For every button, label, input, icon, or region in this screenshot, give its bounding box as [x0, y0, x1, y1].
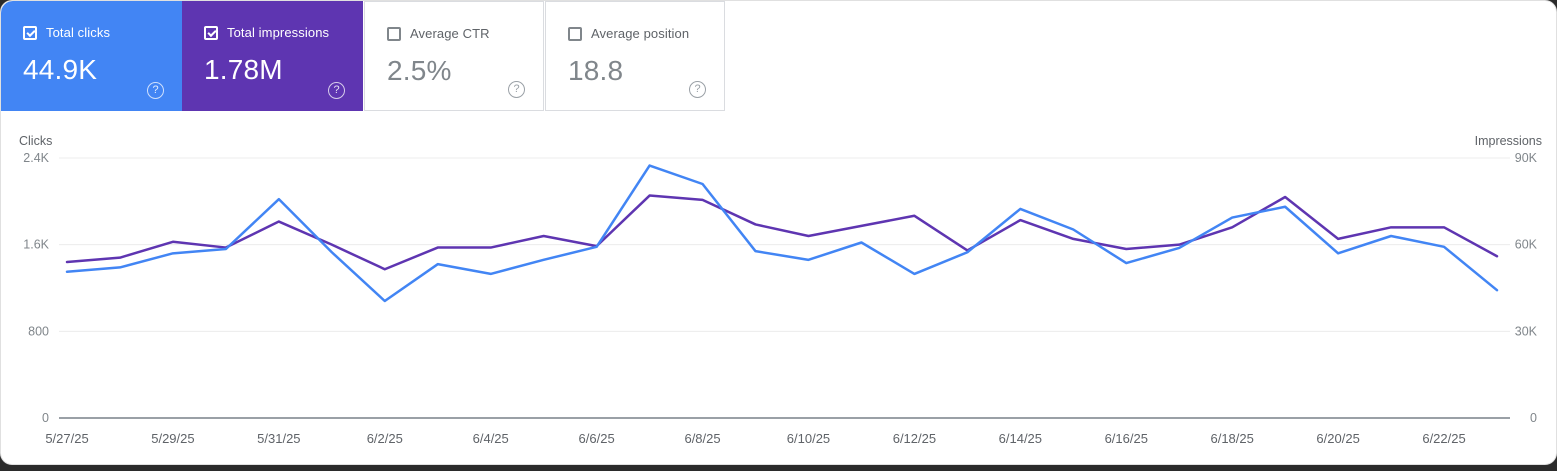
metric-value: 18.8: [568, 55, 624, 86]
x-axis-label: 5/27/25: [45, 431, 88, 446]
y-axis-tick-left: 1.6K: [23, 238, 49, 252]
metric-card-row: Total clicks 44.9K ? Total impressions 1…: [1, 1, 725, 111]
y-axis-tick-right: 30K: [1515, 324, 1538, 338]
metric-card-header: Average position: [568, 26, 724, 41]
metric-value: 44.9K: [23, 54, 98, 85]
help-icon[interactable]: ?: [689, 81, 706, 98]
y-axis-tick-right: 60K: [1515, 238, 1538, 252]
checkbox-unchecked-icon[interactable]: [387, 26, 401, 41]
clicks-line[interactable]: [65, 164, 1499, 303]
x-axis-label: 6/14/25: [999, 431, 1042, 446]
y-axis-tick-left: 2.4K: [23, 151, 49, 165]
checkbox-unchecked-icon[interactable]: [568, 26, 582, 41]
x-axis-label: 6/10/25: [787, 431, 830, 446]
x-axis-label: 6/12/25: [893, 431, 936, 446]
x-axis-label: 6/4/25: [473, 431, 509, 446]
y-axis-tick-left: 800: [28, 324, 49, 338]
x-axis-label: 6/22/25: [1422, 431, 1465, 446]
y-axis-tick-right: 0: [1530, 411, 1537, 425]
metric-value: 1.78M: [204, 54, 283, 85]
x-axis-label: 5/29/25: [151, 431, 194, 446]
help-icon[interactable]: ?: [328, 82, 345, 99]
x-axis-label: 6/20/25: [1316, 431, 1359, 446]
metric-card-total-impressions[interactable]: Total impressions 1.78M ?: [182, 1, 363, 111]
metric-label: Average position: [591, 26, 690, 41]
checkbox-checked-icon[interactable]: [23, 25, 37, 40]
x-axis-label: 6/2/25: [367, 431, 403, 446]
checkbox-checked-icon[interactable]: [204, 25, 218, 40]
metric-card-average-position[interactable]: Average position 18.8 ?: [545, 1, 725, 111]
metric-card-total-clicks[interactable]: Total clicks 44.9K ?: [1, 1, 182, 111]
x-axis-label: 6/8/25: [684, 431, 720, 446]
x-axis-label: 6/6/25: [579, 431, 615, 446]
x-axis-label: 6/18/25: [1210, 431, 1253, 446]
metric-card-header: Total clicks: [23, 25, 182, 40]
metric-card-header: Average CTR: [387, 26, 543, 41]
x-axis-label: 6/16/25: [1105, 431, 1148, 446]
x-axis-label: 5/31/25: [257, 431, 300, 446]
metric-card-average-ctr[interactable]: Average CTR 2.5% ?: [364, 1, 544, 111]
metric-card-header: Total impressions: [204, 25, 363, 40]
help-icon[interactable]: ?: [508, 81, 525, 98]
axis-title-impressions: Impressions: [1475, 134, 1542, 148]
y-axis-tick-left: 0: [42, 411, 49, 425]
metric-label: Total impressions: [227, 25, 330, 40]
axis-title-clicks: Clicks: [19, 134, 52, 148]
metric-label: Total clicks: [46, 25, 111, 40]
help-icon[interactable]: ?: [147, 82, 164, 99]
metric-label: Average CTR: [410, 26, 490, 41]
metric-value: 2.5%: [387, 55, 452, 86]
y-axis-tick-right: 90K: [1515, 151, 1538, 165]
